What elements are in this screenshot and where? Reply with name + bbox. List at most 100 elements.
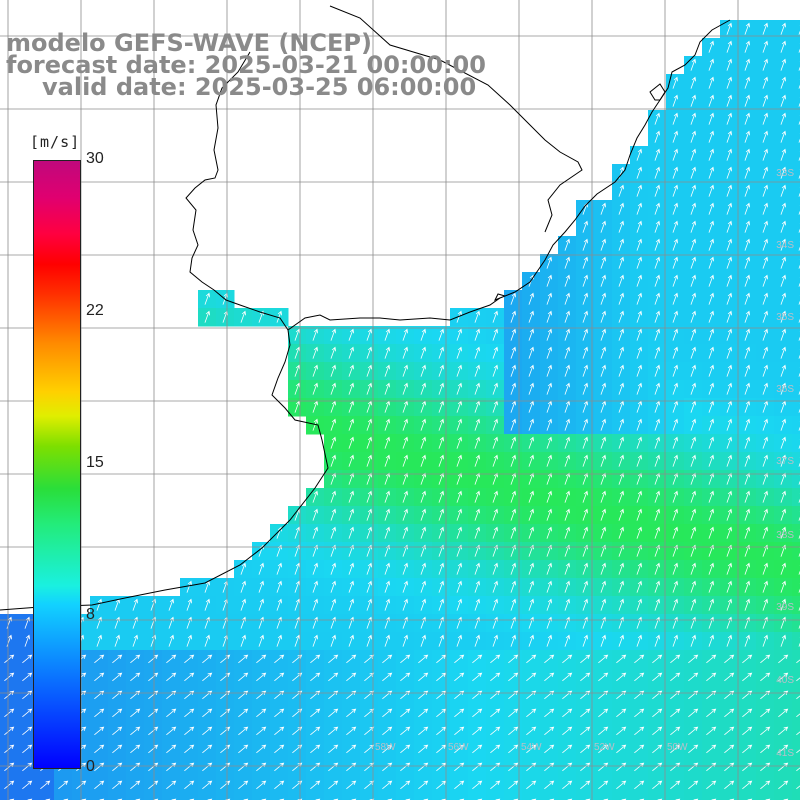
- wind-arrow: [582, 490, 589, 503]
- wind-arrow: [672, 130, 679, 143]
- wind-arrow: [562, 654, 573, 664]
- wind-arrow: [454, 654, 465, 664]
- wind-arrow: [688, 690, 699, 700]
- wind-cell: [792, 470, 800, 489]
- wind-arrow: [94, 744, 105, 754]
- wind-arrow: [744, 112, 751, 125]
- wind-arrow: [672, 580, 679, 593]
- wind-arrow: [456, 454, 463, 467]
- wind-arrow: [708, 274, 715, 287]
- wind-arrow: [472, 780, 483, 790]
- wind-arrow: [618, 256, 625, 269]
- wind-arrow: [654, 112, 661, 125]
- wind-cell: [108, 794, 127, 800]
- wind-arrow: [420, 490, 427, 503]
- wind-arrow: [636, 202, 643, 215]
- wind-arrow: [474, 508, 481, 521]
- wind-cell: [360, 794, 379, 800]
- wind-arrow: [726, 364, 733, 377]
- wind-arrow: [546, 490, 553, 503]
- wind-arrow: [724, 690, 735, 700]
- wind-arrow: [762, 220, 769, 233]
- wind-arrow: [780, 328, 787, 341]
- wind-arrow: [616, 654, 627, 664]
- lat-label: 41S: [776, 748, 794, 759]
- wind-arrow: [670, 780, 681, 790]
- wind-arrow: [472, 726, 483, 736]
- wind-arrow: [564, 508, 571, 521]
- wind-arrow: [402, 454, 409, 467]
- wind-arrow: [564, 310, 571, 323]
- wind-arrow: [744, 148, 751, 161]
- wind-arrow: [654, 454, 661, 467]
- wind-arrow: [310, 780, 321, 790]
- wind-arrow: [382, 726, 393, 736]
- wind-arrow: [276, 562, 283, 575]
- wind-arrow: [598, 726, 609, 736]
- wind-arrow: [456, 310, 463, 323]
- wind-arrow: [130, 690, 141, 700]
- wind-arrow: [400, 744, 411, 754]
- wind-arrow: [274, 708, 285, 718]
- wind-arrow: [564, 238, 571, 251]
- wind-arrow: [742, 654, 753, 664]
- wind-arrow: [690, 166, 697, 179]
- wind-arrow: [618, 562, 625, 575]
- wind-arrow: [420, 382, 427, 395]
- wind-arrow: [600, 202, 607, 215]
- wind-arrow: [330, 364, 337, 377]
- wind-arrow: [384, 418, 391, 431]
- wind-arrow: [618, 310, 625, 323]
- wind-cell: [792, 74, 800, 93]
- wind-arrow: [598, 654, 609, 664]
- wind-arrow: [654, 634, 661, 647]
- wind-arrow: [726, 526, 733, 539]
- wind-arrow: [580, 690, 591, 700]
- wind-cell: [792, 92, 800, 111]
- wind-arrow: [94, 672, 105, 682]
- wind-arrow: [564, 490, 571, 503]
- wind-arrow: [202, 780, 213, 790]
- wind-arrow: [726, 418, 733, 431]
- wind-cell: [792, 146, 800, 165]
- wind-arrow: [400, 780, 411, 790]
- wind-arrow: [312, 382, 319, 395]
- wind-arrow: [382, 654, 393, 664]
- wind-arrow: [726, 490, 733, 503]
- wind-arrow: [366, 436, 373, 449]
- wind-arrow: [796, 695, 800, 700]
- wind-arrow: [474, 364, 481, 377]
- map-title: modelo GEFS-WAVE (NCEP): [6, 29, 372, 57]
- wind-arrow: [348, 382, 355, 395]
- wind-arrow: [294, 580, 301, 593]
- wind-arrow: [384, 634, 391, 647]
- wind-arrow: [708, 130, 715, 143]
- wind-arrow: [148, 690, 159, 700]
- wind-arrow: [384, 562, 391, 575]
- wind-arrow: [634, 744, 645, 754]
- wind-arrow: [580, 654, 591, 664]
- wind-arrow: [762, 328, 769, 341]
- wind-arrow: [688, 672, 699, 682]
- wind-arrow: [310, 690, 321, 700]
- wind-arrow: [310, 672, 321, 682]
- wind-arrow: [166, 672, 177, 682]
- wind-arrow: [310, 744, 321, 754]
- wind-arrow: [346, 708, 357, 718]
- wind-arrow: [618, 526, 625, 539]
- wind-arrow: [492, 328, 499, 341]
- wind-arrow: [726, 112, 733, 125]
- wind-arrow: [724, 672, 735, 682]
- wind-arrow: [402, 526, 409, 539]
- wind-arrow: [510, 472, 517, 485]
- wind-arrow: [490, 780, 501, 790]
- wind-arrow: [780, 490, 787, 503]
- wind-arrow: [544, 690, 555, 700]
- wind-speed-field: [0, 20, 800, 800]
- wind-arrow: [780, 22, 787, 35]
- wind-arrow: [600, 418, 607, 431]
- wind-arrow: [636, 580, 643, 593]
- wind-arrow: [780, 94, 787, 107]
- wind-arrow: [744, 454, 751, 467]
- wind-arrow: [762, 58, 769, 71]
